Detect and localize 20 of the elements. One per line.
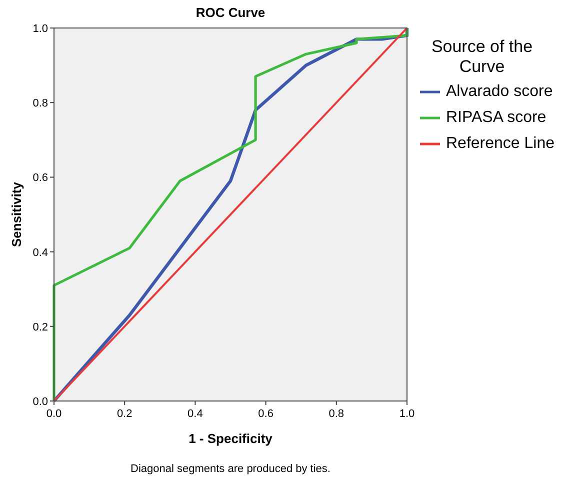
x-tick-label: 0.6 bbox=[258, 408, 274, 420]
y-tick-label: 0.0 bbox=[32, 396, 48, 408]
y-tick-label: 0.6 bbox=[32, 172, 48, 184]
legend-title: Source of the Curve bbox=[431, 37, 533, 76]
x-tick-label: 0.4 bbox=[188, 408, 203, 420]
x-axis-title: 1 - Specificity bbox=[188, 431, 274, 446]
y-tick-label: 0.2 bbox=[32, 321, 48, 334]
x-tick-label: 0.0 bbox=[46, 408, 62, 420]
x-tick-label: 0.8 bbox=[328, 408, 344, 420]
chart-title: ROC Curve bbox=[196, 5, 266, 20]
y-axis-title: Sensitivity bbox=[9, 181, 24, 248]
y-tick-label: 0.8 bbox=[32, 98, 48, 110]
y-tick-label: 0.4 bbox=[32, 246, 48, 259]
legend-label: Reference Line bbox=[446, 135, 555, 152]
x-tick-label: 0.2 bbox=[116, 408, 132, 420]
text: Diagonal segments are produced by ties. bbox=[130, 463, 330, 475]
y-tick-label: 1.0 bbox=[32, 23, 48, 35]
legend-label: RIPASA score bbox=[446, 109, 546, 126]
x-tick-label: 1.0 bbox=[399, 408, 415, 420]
legend-label: Alvarado score bbox=[446, 83, 553, 100]
